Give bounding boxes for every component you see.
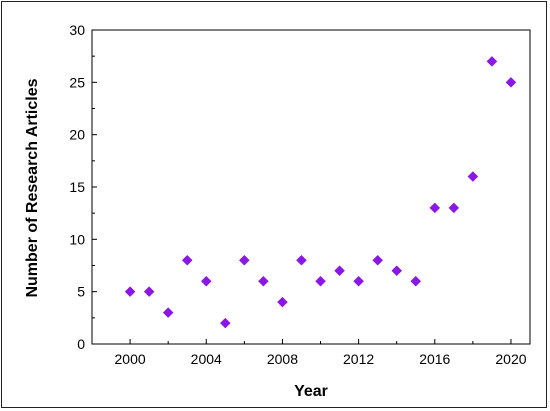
data-point (391, 265, 403, 277)
data-point (467, 171, 479, 182)
data-point (258, 275, 269, 287)
data-point (200, 275, 212, 287)
x-tick-label: 2008 (267, 351, 298, 367)
y-tick-label: 5 (77, 284, 85, 300)
y-tick-label: 30 (69, 22, 85, 38)
tick-labels: 0 5 10 15 20 25 30 2000 2004 2008 2012 2016 2020 (69, 22, 526, 367)
data-point (429, 202, 441, 214)
data-point (238, 254, 250, 266)
x-tick-label: 2004 (191, 351, 222, 367)
data-point (219, 317, 231, 329)
data-point (277, 296, 288, 308)
x-tick-label: 2000 (115, 351, 146, 367)
data-point (410, 275, 422, 287)
data-point (181, 254, 193, 266)
plot-area-border (91, 29, 531, 345)
x-tick-label: 2016 (419, 351, 450, 367)
y-tick-label: 15 (69, 179, 85, 195)
axes (91, 29, 531, 345)
data-point (334, 265, 345, 277)
x-axis-title: Year (294, 383, 328, 400)
y-tick-label: 20 (69, 127, 85, 143)
y-axis-title: Number of Research Articles (24, 78, 41, 297)
data-point (143, 286, 155, 298)
data-point (162, 307, 174, 318)
y-tick-label: 10 (69, 231, 85, 247)
data-point (124, 286, 136, 298)
data-point (505, 76, 517, 88)
data-point (486, 56, 498, 67)
data-point (353, 275, 364, 287)
y-tick-label: 0 (77, 336, 85, 352)
y-tick-label: 25 (69, 74, 85, 90)
data-point (296, 254, 307, 266)
ticks (92, 29, 512, 345)
x-tick-label: 2020 (495, 351, 526, 367)
data-point (448, 202, 460, 214)
x-tick-label: 2012 (343, 351, 374, 367)
data-point (372, 254, 384, 266)
data-point (315, 275, 326, 287)
data-points (124, 56, 517, 329)
